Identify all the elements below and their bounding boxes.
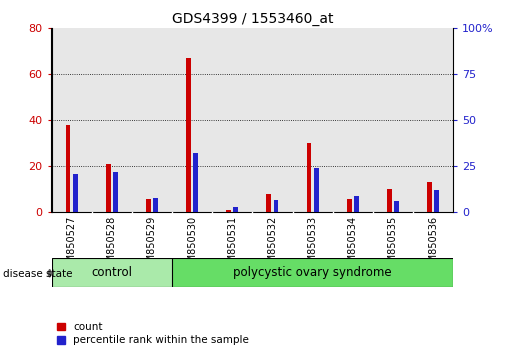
- Bar: [354, 196, 359, 212]
- Bar: [212, 28, 252, 212]
- Bar: [387, 189, 392, 212]
- Text: GSM850532: GSM850532: [267, 216, 278, 275]
- Bar: [273, 200, 279, 212]
- Bar: [153, 198, 158, 212]
- Legend: count, percentile rank within the sample: count, percentile rank within the sample: [57, 322, 249, 345]
- Bar: [146, 199, 151, 212]
- Text: polycystic ovary syndrome: polycystic ovary syndrome: [233, 266, 392, 279]
- Text: GSM850528: GSM850528: [107, 216, 117, 275]
- Bar: [106, 164, 111, 212]
- Bar: [233, 207, 238, 212]
- Bar: [373, 28, 413, 212]
- Text: disease state: disease state: [3, 269, 72, 279]
- Bar: [132, 28, 172, 212]
- Bar: [427, 183, 432, 212]
- Bar: [113, 172, 118, 212]
- Bar: [172, 28, 212, 212]
- Bar: [333, 28, 373, 212]
- Text: GSM850530: GSM850530: [187, 216, 197, 275]
- Bar: [226, 210, 231, 212]
- Text: GSM850536: GSM850536: [428, 216, 438, 275]
- Bar: [186, 58, 191, 212]
- Bar: [193, 154, 198, 212]
- Text: GSM850534: GSM850534: [348, 216, 358, 275]
- Bar: [73, 174, 78, 212]
- Bar: [434, 190, 439, 212]
- Bar: [347, 199, 352, 212]
- Text: GSM850527: GSM850527: [66, 216, 77, 275]
- Bar: [172, 258, 453, 287]
- Title: GDS4399 / 1553460_at: GDS4399 / 1553460_at: [171, 12, 333, 26]
- Text: GSM850535: GSM850535: [388, 216, 398, 275]
- Text: control: control: [91, 266, 132, 279]
- Text: GSM850529: GSM850529: [147, 216, 157, 275]
- Text: GSM850531: GSM850531: [227, 216, 237, 275]
- Bar: [52, 258, 172, 287]
- Bar: [92, 28, 132, 212]
- Text: GSM850533: GSM850533: [307, 216, 318, 275]
- Bar: [306, 143, 312, 212]
- Bar: [314, 168, 319, 212]
- Bar: [266, 194, 271, 212]
- Bar: [252, 28, 293, 212]
- Bar: [65, 125, 71, 212]
- Bar: [52, 28, 92, 212]
- Bar: [394, 201, 399, 212]
- Bar: [293, 28, 333, 212]
- Bar: [413, 28, 453, 212]
